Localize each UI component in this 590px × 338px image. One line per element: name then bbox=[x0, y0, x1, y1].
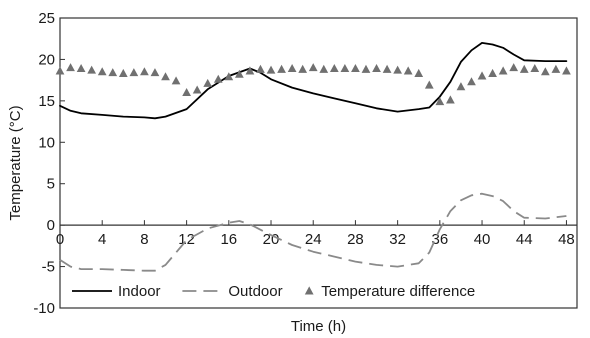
temperature-difference-point bbox=[498, 66, 508, 75]
temperature-difference-point bbox=[530, 63, 540, 72]
y-tick-label: 15 bbox=[38, 93, 55, 110]
temperature-difference-point bbox=[140, 67, 149, 76]
x-tick-label: 24 bbox=[305, 231, 322, 248]
temperature-difference-point bbox=[76, 63, 86, 72]
y-tick-label: 0 bbox=[47, 217, 55, 234]
y-axis-title: Temperature (°C) bbox=[7, 105, 24, 220]
temperature-difference-point bbox=[393, 65, 403, 74]
x-tick-label: 40 bbox=[474, 231, 491, 248]
x-tick-label: 44 bbox=[516, 231, 533, 248]
temperature-difference-point bbox=[382, 64, 392, 73]
temperature-difference-point bbox=[118, 68, 128, 77]
temperature-difference-series bbox=[55, 63, 571, 106]
temperature-difference-point bbox=[424, 80, 434, 89]
temperature-difference-point bbox=[224, 72, 234, 81]
temperature-difference-point bbox=[551, 64, 561, 73]
temperature-difference-point bbox=[213, 74, 223, 83]
temperature-difference-point bbox=[287, 63, 297, 72]
temperature-difference-point bbox=[203, 78, 213, 87]
temperature-difference-point bbox=[319, 64, 329, 73]
y-tick-label: -10 bbox=[33, 300, 55, 317]
temperature-difference-point bbox=[467, 77, 476, 86]
temperature-difference-point bbox=[308, 63, 318, 72]
y-tick-label: 5 bbox=[47, 176, 55, 193]
x-tick-label: 48 bbox=[558, 231, 575, 248]
x-tick-label: 20 bbox=[263, 231, 280, 248]
temperature-difference-point bbox=[192, 85, 202, 94]
temperature-difference-point bbox=[298, 64, 308, 73]
temperature-difference-point bbox=[372, 63, 381, 72]
temperature-difference-point bbox=[245, 66, 255, 75]
temperature-difference-point bbox=[488, 68, 497, 77]
temperature-difference-point bbox=[540, 67, 550, 76]
temperature-difference-point bbox=[55, 66, 65, 75]
temperature-difference-point bbox=[351, 63, 360, 72]
x-tick-label: 8 bbox=[140, 231, 148, 248]
temperature-difference-point bbox=[129, 68, 139, 77]
temperature-difference-point bbox=[519, 64, 529, 73]
temperature-difference-point bbox=[256, 64, 265, 73]
x-tick-label: 0 bbox=[56, 231, 64, 248]
temperature-difference-point bbox=[340, 63, 350, 72]
temperature-difference-point bbox=[234, 69, 244, 78]
outdoor-line bbox=[59, 192, 567, 272]
temperature-difference-point bbox=[446, 95, 455, 104]
temperature-difference-point bbox=[329, 63, 339, 72]
temperature-difference-legend-label: Temperature difference bbox=[321, 283, 475, 300]
temperature-difference-point bbox=[435, 97, 445, 106]
temperature-difference-point bbox=[509, 63, 519, 72]
temperature-difference-point bbox=[161, 72, 170, 81]
x-tick-label: 28 bbox=[347, 231, 364, 248]
x-tick-label: 16 bbox=[220, 231, 237, 248]
y-tick-label: 25 bbox=[38, 10, 55, 27]
plot-frame bbox=[59, 17, 578, 309]
temperature-difference-point bbox=[97, 67, 107, 76]
temperature-difference-point bbox=[108, 68, 118, 77]
temperature-difference-point bbox=[266, 65, 276, 74]
temperature-difference-point bbox=[477, 71, 487, 80]
x-tick-label: 4 bbox=[98, 231, 106, 248]
y-tick-label: -5 bbox=[42, 259, 55, 276]
x-axis-title: Time (h) bbox=[291, 318, 346, 335]
temperature-difference-legend-marker bbox=[304, 286, 314, 295]
series-layer bbox=[55, 42, 571, 272]
temperature-difference-point bbox=[277, 64, 286, 73]
temperature-difference-point bbox=[562, 66, 571, 75]
legend: Indoor Outdoor Temperature difference bbox=[72, 283, 475, 300]
x-tick-label: 36 bbox=[431, 231, 448, 248]
indoor-line bbox=[59, 42, 568, 120]
temperature-difference-point bbox=[456, 82, 466, 91]
temperature-difference-point bbox=[361, 64, 371, 73]
outdoor-legend-label: Outdoor bbox=[228, 283, 282, 300]
y-tick-label: 20 bbox=[38, 51, 55, 68]
temperature-difference-point bbox=[414, 68, 424, 77]
indoor-legend-label: Indoor bbox=[118, 283, 161, 300]
temperature-difference-point bbox=[87, 65, 97, 74]
temperature-difference-point bbox=[171, 76, 181, 85]
temperature-difference-point bbox=[150, 68, 160, 77]
temperature-difference-point bbox=[182, 87, 191, 97]
x-tick-label: 32 bbox=[389, 231, 406, 248]
y-tick-label: 10 bbox=[38, 134, 55, 151]
temperature-difference-point bbox=[403, 66, 413, 75]
temperature-difference-point bbox=[66, 63, 75, 72]
